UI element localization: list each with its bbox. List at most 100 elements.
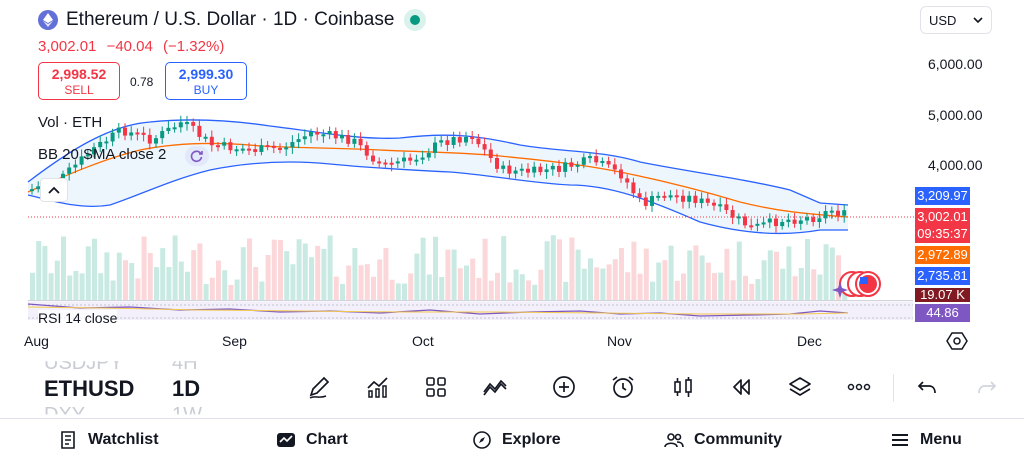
volume-bar [712,273,717,300]
volume-bar [172,235,178,300]
collapse-legend-button[interactable] [40,178,68,202]
volume-bar [823,244,829,300]
symbol-header[interactable]: Ethereum / U.S. Dollar · 1D · Coinbase [38,8,427,32]
refresh-icon[interactable] [185,146,209,166]
current-timeframe[interactable]: 1D [172,376,201,401]
buy-button[interactable]: 2,999.30 BUY [165,62,247,100]
add-icon[interactable] [549,372,579,402]
volume-bar [433,236,438,300]
alert-icon[interactable] [608,372,638,402]
candle [823,211,828,219]
volume-bar [185,271,190,300]
bollinger-legend[interactable]: BB 20 SMA close 2 [38,146,167,163]
volume-bar [488,280,494,300]
candle [426,152,431,158]
bollinger-band-fill [28,119,848,234]
undo-icon[interactable] [912,372,942,402]
candle [600,161,605,164]
volume-legend[interactable]: Vol · ETH [38,114,103,131]
candle [718,204,723,207]
replay-icon[interactable] [726,372,756,402]
compare-icon[interactable] [480,372,510,402]
candle [67,167,72,174]
volume-bar [501,236,507,300]
volume-bar [352,248,358,300]
candle [377,161,382,164]
prev-timeframe[interactable]: 4H [172,352,198,374]
nav-menu[interactable]: Menu [890,429,962,451]
candle [532,166,537,173]
volume-bar [395,283,401,300]
next-symbol[interactable]: DXY [44,404,86,426]
symbol-title[interactable]: Ethereum / U.S. Dollar · 1D · Coinbase [66,9,395,30]
volume-bar [662,260,668,300]
volume-bar [736,241,742,300]
nav-label: Chart [306,431,348,448]
candle [284,147,289,150]
nav-community[interactable]: Community [664,429,782,451]
volume-bar [123,260,128,300]
volume-bar [600,268,606,300]
spread-value: 0.78 [130,75,154,89]
volume-bar [476,277,482,300]
volume-bar [141,236,147,300]
volume-bar [98,273,104,300]
candle [278,147,282,150]
volume-bar [253,267,259,300]
price-chart[interactable] [0,0,1024,330]
candle [668,195,673,198]
chart-settings-icon[interactable] [946,331,968,351]
market-open-icon[interactable] [404,9,427,31]
candle [433,142,437,153]
candle [309,131,313,137]
economic-events-icon[interactable] [830,268,890,300]
candle [364,145,369,156]
nav-watchlist[interactable]: Watchlist [58,429,159,451]
volume-bar [538,269,544,300]
volume-bar [643,248,649,300]
draw-icon[interactable] [304,372,334,402]
candle [333,131,338,139]
chart-type-icon[interactable] [668,372,698,402]
prev-symbol[interactable]: USDJPY [44,352,123,374]
rsi-ma-line [27,306,849,315]
price-tick: 5,000.00 [928,107,983,123]
volume-bar [321,248,327,300]
candle [30,189,34,192]
volume-bar [612,259,618,300]
buy-label: BUY [193,83,219,97]
volume-bar [85,246,91,300]
layout-icon[interactable] [421,372,451,402]
nav-explore[interactable]: Explore [472,429,561,451]
volume-bar [836,255,841,300]
candle [79,156,84,165]
redo-icon[interactable] [972,372,1002,402]
candle [104,141,109,144]
volume-bar [681,273,686,300]
next-timeframe[interactable]: 1W [172,404,202,426]
candle [836,210,840,216]
time-tick: Sep [222,333,247,349]
volume-bar [166,267,172,300]
volume-bar [457,268,463,300]
candle [240,148,245,151]
more-icon[interactable] [844,372,874,402]
currency-select[interactable]: USD [920,6,992,34]
price-tick: 4,000.00 [928,157,983,173]
volume-bar [724,248,730,300]
sell-button[interactable]: 2,998.52 SELL [38,62,120,100]
candle [507,165,512,174]
nav-chart[interactable]: Chart [276,429,348,451]
indicators-icon[interactable] [363,372,393,402]
candle [625,178,630,183]
volume-bar [346,265,352,300]
layers-icon[interactable] [785,372,815,402]
volume-bar [92,238,97,300]
current-symbol[interactable]: ETHUSD [44,376,135,401]
volume-bar [780,268,786,300]
candle [687,195,692,202]
rsi-legend[interactable]: RSI 14 close [38,310,118,326]
volume-bar [619,248,624,300]
volume-bar [786,246,792,300]
volume-bar [278,240,283,300]
